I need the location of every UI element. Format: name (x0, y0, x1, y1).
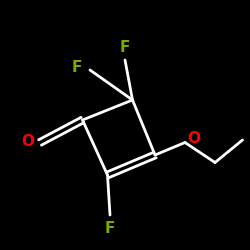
Text: F: F (120, 40, 130, 55)
Text: O: O (21, 134, 34, 149)
Text: O: O (188, 131, 200, 146)
Text: F: F (72, 60, 83, 75)
Text: F: F (105, 221, 115, 236)
